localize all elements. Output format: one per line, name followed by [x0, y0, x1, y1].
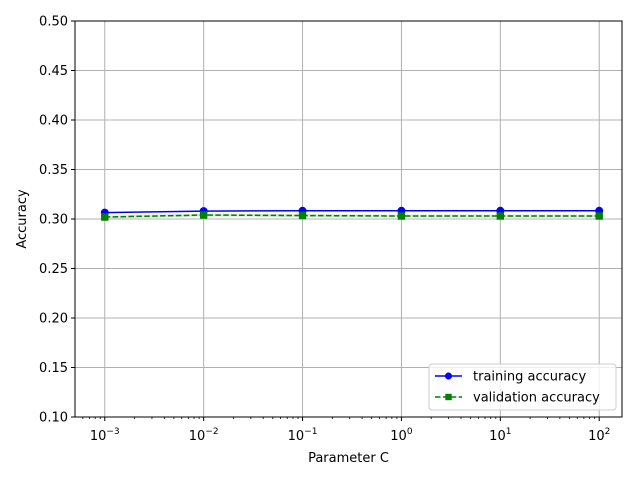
data-point [101, 213, 109, 221]
x-tick-label: 10−3 [90, 427, 120, 444]
series-line [104, 210, 600, 214]
legend-label: training accuracy [473, 370, 586, 385]
y-axis-ticks: 0.10 0.15 0.20 0.25 0.30 0.35 0.40 0.45 0.50 [39, 15, 75, 426]
data-point [496, 212, 505, 220]
series-lines [100, 206, 604, 221]
x-tick-exponent: 0 [407, 427, 413, 437]
data-point [298, 211, 307, 220]
x-tick-base: 10 [288, 429, 305, 444]
x-tick-base: 10 [189, 429, 206, 444]
data-point [199, 211, 208, 219]
y-tick-label: 0.30 [39, 213, 68, 228]
x-tick-label: 10−2 [189, 427, 219, 444]
x-tick-label: 102 [588, 427, 610, 444]
legend-label: validation accuracy [473, 391, 600, 406]
x-axis-label: Parameter C [308, 451, 389, 466]
y-tick-label: 0.15 [39, 361, 68, 376]
x-tick-exponent: 1 [506, 427, 512, 437]
y-tick-label: 0.45 [39, 64, 68, 79]
legend-entry: validation accuracy [435, 391, 600, 406]
series-line [104, 214, 600, 218]
data-point [397, 212, 406, 220]
x-tick-base: 10 [90, 429, 107, 444]
x-tick-base: 10 [588, 429, 605, 444]
series [101, 211, 603, 221]
legend-box [428, 363, 617, 411]
legend: training accuracy validation accuracy [428, 363, 617, 411]
y-tick-label: 0.35 [39, 163, 68, 178]
x-tick-label: 10−1 [288, 427, 318, 444]
x-tick-exponent: −2 [205, 427, 218, 437]
grid [75, 20, 622, 418]
x-axis-ticks: 10−3 10−2 10−1 100 101 102 [82, 417, 610, 444]
x-tick-label: 101 [489, 427, 511, 444]
y-tick-label: 0.10 [39, 411, 68, 426]
legend-marker [445, 372, 452, 380]
x-tick-exponent: −3 [106, 427, 119, 437]
x-tick-base: 10 [489, 429, 506, 444]
y-tick-label: 0.20 [39, 312, 68, 327]
y-tick-label: 0.40 [39, 114, 68, 129]
legend-marker [445, 393, 452, 401]
data-point [595, 212, 603, 220]
y-tick-label: 0.50 [39, 15, 68, 30]
legend-entry: training accuracy [435, 370, 586, 385]
y-axis-label: Accuracy [15, 189, 30, 249]
x-tick-exponent: −1 [304, 427, 317, 437]
y-tick-label: 0.25 [39, 262, 68, 277]
x-tick-exponent: 2 [605, 427, 611, 437]
x-tick-label: 100 [390, 427, 413, 444]
x-tick-base: 10 [390, 429, 407, 444]
